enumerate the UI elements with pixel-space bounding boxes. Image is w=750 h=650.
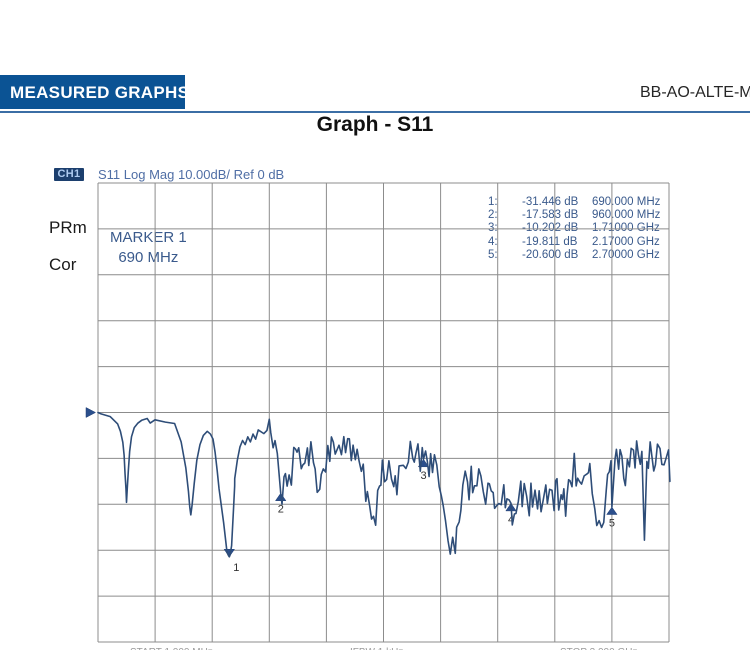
svg-text:3: 3: [421, 470, 427, 482]
svg-text:1: 1: [233, 562, 239, 574]
svg-text:5: 5: [609, 518, 615, 530]
svg-text:2: 2: [278, 504, 284, 516]
